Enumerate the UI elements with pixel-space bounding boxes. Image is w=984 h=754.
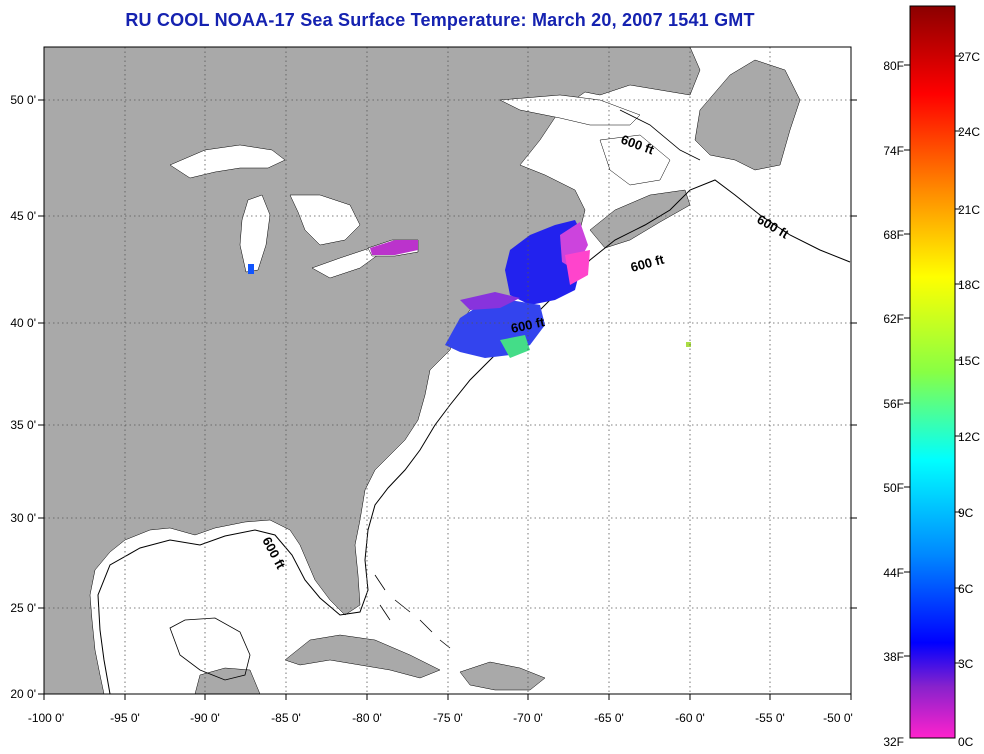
- colorbar: 80F 74F 68F 62F 56F 50F 44F 38F 32F 27C …: [883, 5, 980, 749]
- y-tick-label: 50 0': [10, 93, 36, 107]
- colorbar-f-label: 62F: [883, 312, 904, 326]
- lake-michigan: [239, 194, 271, 273]
- y-tick-label: 25 0': [10, 601, 36, 615]
- sst-data-lake-michigan: [248, 264, 254, 274]
- x-tick-label: -75 0': [433, 711, 463, 725]
- landmass-hispaniola: [459, 661, 546, 691]
- tick-marks: [38, 99, 857, 700]
- colorbar-f-label: 44F: [883, 566, 904, 580]
- landmass-cuba: [284, 634, 441, 679]
- lake-superior: [169, 144, 286, 179]
- x-tick-label: -65 0': [594, 711, 624, 725]
- colorbar-c-label: 3C: [958, 657, 974, 671]
- x-tick-label: -70 0': [513, 711, 543, 725]
- landmass-north-america: [44, 47, 701, 694]
- y-tick-label: 30 0': [10, 511, 36, 525]
- colorbar-f-label: 80F: [883, 59, 904, 73]
- colorbar-f-label: 74F: [883, 144, 904, 158]
- landmass-newfoundland: [694, 59, 801, 171]
- x-tick-label: -80 0': [352, 711, 382, 725]
- hudson-bay-edge: [499, 94, 641, 126]
- colorbar-c-label: 15C: [958, 354, 980, 368]
- contour-label: 600 ft: [510, 314, 547, 336]
- y-tick-label: 20 0': [10, 687, 36, 701]
- colorbar-c-label: 24C: [958, 125, 980, 139]
- colorbar-c-label: 0C: [958, 735, 974, 749]
- lake-huron: [289, 194, 361, 246]
- sst-data-lake-ontario: [370, 240, 418, 255]
- sst-data-mid-atlantic-violet: [460, 292, 520, 310]
- sst-data-warm-patch: [500, 335, 530, 358]
- colorbar-c-label: 21C: [958, 203, 980, 217]
- x-tick-label: -60 0': [675, 711, 705, 725]
- y-tick-label: 35 0': [10, 418, 36, 432]
- x-tick-label: -100 0': [28, 711, 64, 725]
- contour-600ft: [97, 179, 851, 694]
- colorbar-c-label: 9C: [958, 506, 974, 520]
- colorbar-c-label: 18C: [958, 278, 980, 292]
- y-tick-label: 45 0': [10, 209, 36, 223]
- colorbar-f-label: 56F: [883, 397, 904, 411]
- colorbar-f-label: 68F: [883, 228, 904, 242]
- colorbar-gradient: [909, 5, 956, 739]
- sst-data-slope: [565, 250, 590, 285]
- gulf-st-lawrence: [599, 134, 671, 186]
- x-tick-label: -50 0': [823, 711, 853, 725]
- contour-600ft-caribbean: [169, 617, 251, 681]
- colorbar-f-label: 50F: [883, 481, 904, 495]
- colorbar-c-label: 6C: [958, 582, 974, 596]
- y-tick-label: 40 0': [10, 316, 36, 330]
- colorbar-f-label: 38F: [883, 650, 904, 664]
- x-tick-label: -90 0': [190, 711, 220, 725]
- map-title: RU COOL NOAA-17 Sea Surface Temperature:…: [125, 10, 755, 30]
- bahamas-islands: [374, 574, 451, 649]
- x-tick-label: -85 0': [271, 711, 301, 725]
- colorbar-f-label: 32F: [883, 735, 904, 749]
- sst-data-offshore-point: [686, 342, 691, 347]
- colorbar-c-label: 12C: [958, 430, 980, 444]
- x-tick-label: -95 0': [110, 711, 140, 725]
- x-tick-label: -55 0': [755, 711, 785, 725]
- colorbar-c-label: 27C: [958, 50, 980, 64]
